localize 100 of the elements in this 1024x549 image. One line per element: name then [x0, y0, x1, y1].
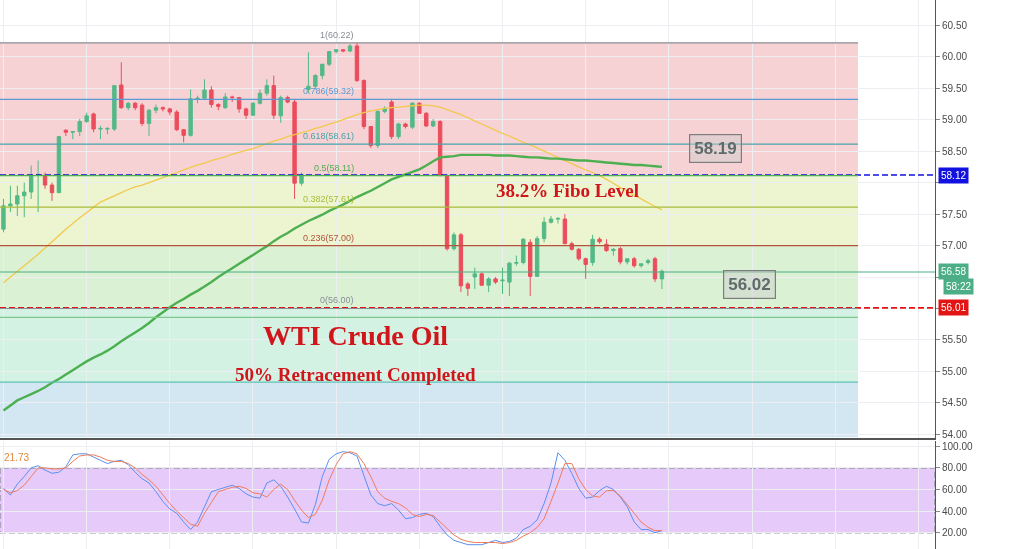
y-tick-label: 54.00 — [942, 428, 968, 440]
candlestick — [424, 111, 429, 128]
y-tick-label: 80.00 — [942, 462, 968, 474]
candlestick — [340, 48, 346, 53]
candlestick — [188, 88, 193, 138]
y-tick-label: 57.00 — [942, 240, 968, 252]
y-tick-label: 54.50 — [942, 397, 968, 409]
y-tick-label: 40.00 — [942, 505, 968, 517]
candlestick — [35, 160, 41, 213]
candlestick — [264, 78, 270, 97]
candlestick — [195, 95, 200, 104]
candlestick — [160, 105, 166, 112]
ref-line-label: 0.618(58.61) — [303, 131, 355, 141]
candlestick — [562, 213, 568, 245]
candlestick — [645, 258, 651, 265]
candlestick — [333, 48, 339, 55]
annotation: 50% Retracement Completed — [235, 364, 477, 385]
candlestick — [229, 95, 235, 103]
candlestick — [292, 98, 297, 200]
y-tick-label: 60.00 — [942, 51, 968, 63]
candlestick — [243, 107, 249, 120]
candlestick — [528, 238, 533, 297]
candlestick — [396, 122, 401, 140]
candlestick — [410, 101, 415, 130]
text: 58:22 — [946, 281, 972, 292]
ref-line-label: 0(56.00) — [320, 295, 354, 305]
candlestick — [223, 92, 228, 110]
candlestick — [389, 98, 394, 140]
candlestick — [126, 101, 131, 111]
candlestick — [70, 130, 75, 140]
candlestick — [327, 50, 332, 67]
text: 58.19 — [694, 139, 737, 159]
candlestick — [375, 109, 380, 149]
candlestick — [576, 247, 581, 262]
candlestick — [236, 96, 242, 114]
candlestick — [202, 78, 207, 100]
y-tick-label: 57.50 — [942, 208, 968, 220]
candlestick — [278, 95, 283, 124]
candlestick — [153, 104, 159, 114]
candlestick — [209, 85, 214, 109]
candlestick — [98, 125, 103, 140]
candlestick — [257, 88, 263, 106]
ref-line-label: 0.382(57.61) — [303, 194, 355, 204]
candlestick — [84, 112, 89, 124]
candlestick — [181, 128, 186, 143]
candlestick — [638, 263, 644, 269]
candlestick — [368, 125, 374, 149]
candlestick — [652, 256, 658, 283]
candlestick — [42, 172, 48, 190]
candlestick — [63, 128, 69, 137]
ref-line-label: 56.58 — [941, 266, 967, 277]
ref-line-label: 0.786(59.32) — [303, 86, 355, 96]
candlestick — [583, 257, 588, 280]
text: 56.02 — [728, 275, 771, 295]
y-tick-label: 60.50 — [942, 19, 968, 31]
candlestick — [618, 246, 623, 265]
candlestick — [167, 107, 173, 116]
candlestick — [250, 101, 256, 117]
candlestick — [403, 122, 408, 129]
candlestick — [132, 101, 138, 111]
candlestick — [611, 247, 616, 257]
candlestick — [119, 61, 124, 110]
candlestick — [216, 102, 221, 111]
y-tick-label: 58.50 — [942, 145, 968, 157]
candlestick — [458, 232, 464, 293]
y-tick-label: 55.00 — [942, 365, 968, 377]
candlestick — [486, 276, 491, 293]
ref-line-label: 0.5(58.11) — [314, 163, 355, 173]
candlestick — [91, 112, 96, 133]
candlestick — [112, 85, 117, 132]
candlestick — [465, 281, 471, 297]
candlestick — [479, 272, 484, 287]
candlestick — [521, 237, 526, 265]
candlestick — [604, 238, 609, 253]
y-tick-label: 20.00 — [942, 527, 968, 539]
candlestick — [320, 63, 325, 80]
candlestick — [625, 258, 630, 265]
candlestick — [105, 126, 110, 135]
candlestick — [541, 216, 547, 243]
ref-line-label: 58.12 — [941, 170, 967, 181]
annotation: 21.73 — [4, 452, 30, 463]
ref-line-label: 0.236(57.00) — [303, 233, 355, 243]
candlestick — [430, 118, 436, 128]
y-tick-label: 55.50 — [942, 334, 968, 346]
candlestick — [15, 185, 20, 217]
ref-line-label: 1(60.22) — [320, 30, 354, 40]
ref-line-label: 56.01 — [941, 302, 967, 313]
candlestick — [548, 215, 554, 224]
candlestick — [77, 118, 82, 137]
y-tick-label: 60.00 — [942, 484, 968, 496]
candlestick — [146, 108, 152, 137]
candlestick — [22, 182, 27, 218]
candlestick — [139, 102, 145, 127]
candlestick — [347, 43, 353, 53]
candlestick — [49, 182, 55, 202]
candlestick — [493, 276, 498, 285]
candlestick — [8, 185, 13, 213]
candlestick — [1, 198, 6, 233]
candlestick — [354, 42, 360, 83]
candlestick — [451, 231, 457, 252]
